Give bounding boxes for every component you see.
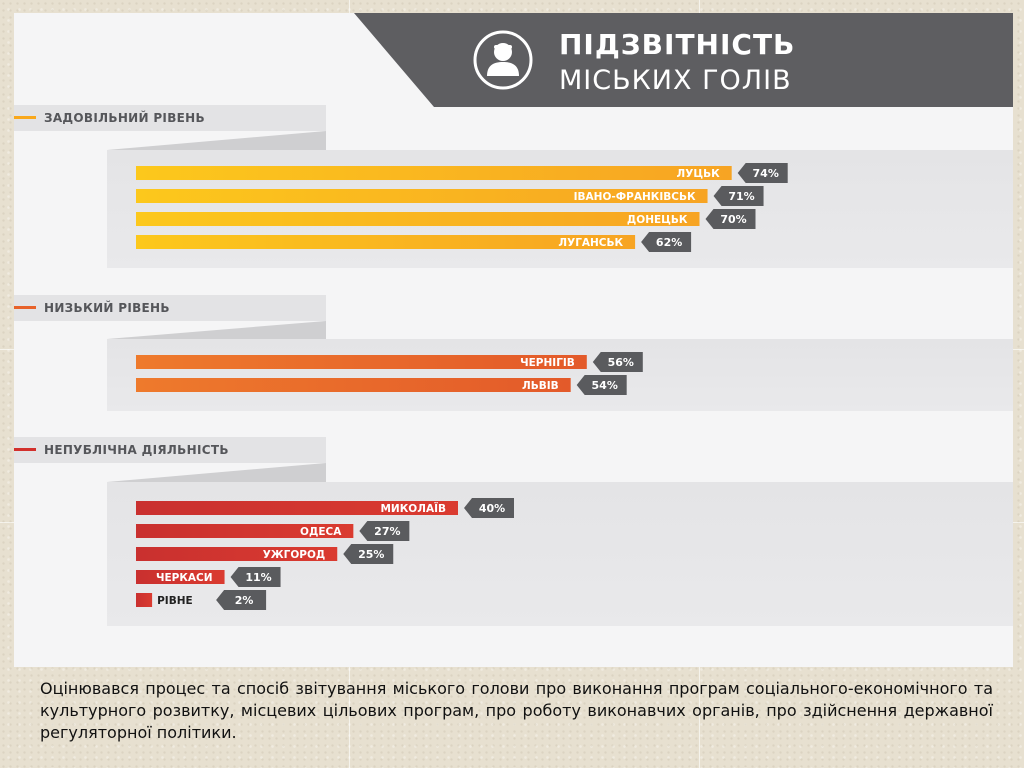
bar (136, 593, 153, 607)
bar-category-label: ЛУГАНСЬК (558, 237, 623, 249)
bar-category-label: ЛЬВІВ (522, 380, 559, 392)
bar-category-label: ЛУЦЬК (677, 168, 721, 180)
value-label: 70% (720, 213, 746, 226)
bar-category-label: МИКОЛАЇВ (380, 501, 446, 515)
group-satisfactory: ЛУЦЬК 74% ІВАНО-ФРАНКІВСЬК 71% ДОНЕЦЬК 70% ЛУГ… (14, 105, 1013, 268)
person-icon (487, 43, 519, 76)
group-fold (107, 321, 326, 339)
bar (136, 235, 636, 249)
group-dash (14, 116, 36, 119)
value-label: 56% (608, 356, 634, 369)
bar (136, 570, 225, 584)
bar (136, 189, 708, 203)
bar (136, 524, 354, 538)
chart-svg: ЛУЦЬК 74% ІВАНО-ФРАНКІВСЬК 71% ДОНЕЦЬК 70% ЛУГ… (14, 13, 1013, 626)
group-label-strip (14, 295, 326, 321)
bar (136, 378, 571, 392)
value-label: 54% (592, 379, 618, 392)
bar-category-label: ДОНЕЦЬК (627, 214, 688, 226)
header-title-line2: МІСЬКИХ ГОЛІВ (559, 65, 792, 96)
value-label-box (705, 209, 756, 229)
value-label-box (216, 590, 267, 610)
value-label-box (343, 544, 394, 564)
value-label-box (592, 352, 643, 372)
bar (136, 355, 587, 369)
value-label: 40% (479, 502, 505, 515)
infographic: ЛУЦЬК 74% ІВАНО-ФРАНКІВСЬК 71% ДОНЕЦЬК 70% ЛУГ… (14, 13, 1013, 667)
bar-category-label: ЧЕРНІГІВ (520, 357, 575, 369)
group-band (107, 339, 1013, 411)
value-label: 27% (374, 525, 400, 538)
group-label-satisfactory: ЗАДОВІЛЬНИЙ РІВЕНЬ (44, 111, 205, 125)
value-label-box (737, 163, 788, 183)
bar-category-label: ІВАНО-ФРАНКІВСЬК (574, 191, 696, 203)
value-label: 71% (728, 190, 754, 203)
group-low: ЧЕРНІГІВ 56% ЛЬВІВ 54% (14, 295, 1013, 411)
header-icon-circle (473, 30, 533, 90)
bar-category-label: ОДЕСА (300, 526, 342, 538)
value-label: 11% (245, 571, 271, 584)
bar (136, 501, 458, 515)
group-fold (107, 463, 326, 482)
value-label-box (576, 375, 627, 395)
value-label: 25% (358, 548, 384, 561)
bar (136, 547, 338, 561)
value-label: 2% (235, 594, 254, 607)
caption-text: Оцінювався процес та спосіб звітування м… (40, 679, 993, 742)
group-label-nonpublic: НЕПУБЛІЧНА ДІЯЛЬНІСТЬ (44, 443, 229, 457)
bar (136, 212, 700, 226)
bar (136, 166, 732, 180)
value-label-box (464, 498, 514, 518)
value-label-box (713, 186, 764, 206)
group-label-low: НИЗЬКИЙ РІВЕНЬ (44, 301, 170, 315)
header-title: ПІДЗВІТНІСТЬ МІСЬКИХ ГОЛІВ (559, 28, 796, 96)
group-dash (14, 306, 36, 309)
value-label-box (230, 567, 281, 587)
value-label: 74% (753, 167, 779, 180)
bar-category-label: УЖГОРОД (263, 549, 326, 561)
group-label-strip (14, 105, 326, 131)
bar-category-label: РІВНЕ (157, 595, 193, 607)
value-label-box (641, 232, 692, 252)
group-nonpublic: МИКОЛАЇВ 40% ОДЕСА 27% УЖГОРОД 25% ЧЕРКАСИ 11% Р… (14, 437, 1013, 626)
group-dash (14, 448, 36, 451)
value-label: 62% (656, 236, 682, 249)
value-label-box (359, 521, 410, 541)
group-label-strip (14, 437, 326, 463)
group-fold (107, 131, 326, 150)
bar-category-label: ЧЕРКАСИ (156, 572, 213, 584)
header-title-line1: ПІДЗВІТНІСТЬ (559, 28, 796, 61)
